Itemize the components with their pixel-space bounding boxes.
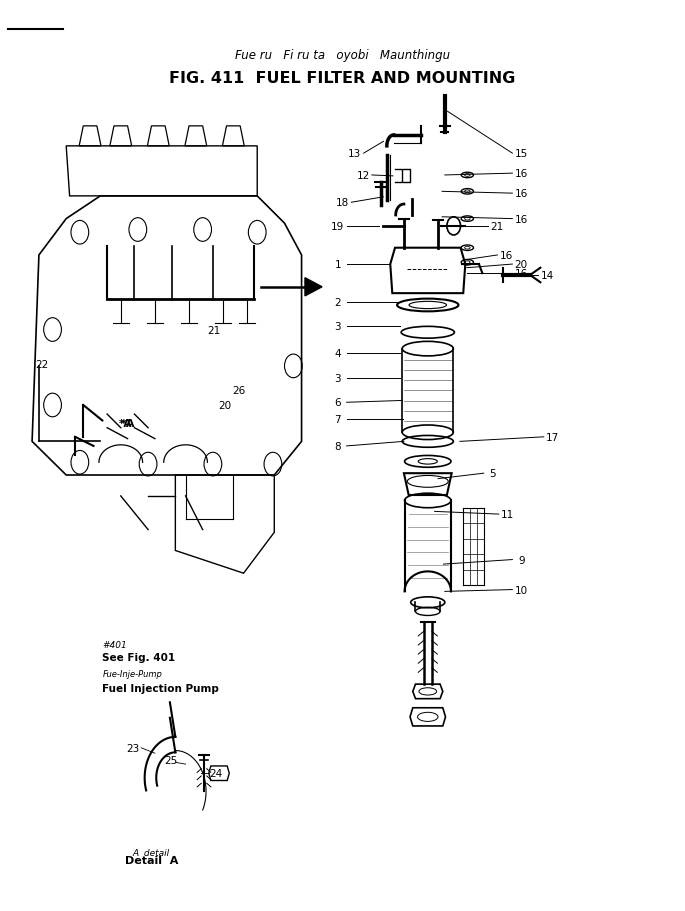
Text: Fue ru   Fi ru ta   oyobi   Maunthingu: Fue ru Fi ru ta oyobi Maunthingu <box>235 49 450 62</box>
Text: *A: *A <box>119 419 132 429</box>
Text: 26: 26 <box>232 385 245 395</box>
Text: 16: 16 <box>514 269 528 279</box>
Text: 15: 15 <box>514 149 528 159</box>
Text: 25: 25 <box>164 754 177 764</box>
Text: 21: 21 <box>490 221 503 231</box>
Text: 20: 20 <box>219 401 232 411</box>
Text: 5: 5 <box>489 468 496 478</box>
Text: 24: 24 <box>210 768 223 778</box>
Text: 3: 3 <box>334 322 341 332</box>
Text: 3: 3 <box>334 374 341 384</box>
Text: 13: 13 <box>348 149 362 159</box>
Text: 11: 11 <box>501 509 514 519</box>
Text: 16: 16 <box>514 169 528 179</box>
Text: See Fig. 401: See Fig. 401 <box>102 652 175 662</box>
Text: 9: 9 <box>518 555 525 565</box>
Text: 16: 16 <box>514 189 528 199</box>
Text: 16: 16 <box>514 214 528 224</box>
Text: 17: 17 <box>546 433 559 443</box>
Text: A  detail: A detail <box>133 848 170 857</box>
Text: 14: 14 <box>540 271 553 281</box>
Text: *A: *A <box>121 419 135 429</box>
Text: 7: 7 <box>334 415 341 425</box>
Text: 10: 10 <box>514 585 528 595</box>
Text: 12: 12 <box>356 170 370 180</box>
Text: FIG. 411  FUEL FILTER AND MOUNTING: FIG. 411 FUEL FILTER AND MOUNTING <box>169 71 516 86</box>
Text: 16: 16 <box>499 251 513 261</box>
Text: Fue-Inje-Pump: Fue-Inje-Pump <box>102 669 162 678</box>
Text: 1: 1 <box>334 260 341 270</box>
Text: 19: 19 <box>331 221 345 231</box>
Text: Fuel Injection Pump: Fuel Injection Pump <box>102 683 219 693</box>
Text: #401: #401 <box>102 640 127 649</box>
Text: 2: 2 <box>334 298 341 308</box>
Text: 20: 20 <box>514 260 528 270</box>
Text: Detail  A: Detail A <box>125 855 178 865</box>
Text: 6: 6 <box>334 398 341 408</box>
Text: 22: 22 <box>36 360 49 370</box>
Text: 4: 4 <box>334 349 341 359</box>
Polygon shape <box>305 279 322 297</box>
Text: 8: 8 <box>334 442 341 452</box>
Text: 18: 18 <box>336 198 349 208</box>
Text: 21: 21 <box>208 325 221 335</box>
Text: 23: 23 <box>127 743 140 753</box>
